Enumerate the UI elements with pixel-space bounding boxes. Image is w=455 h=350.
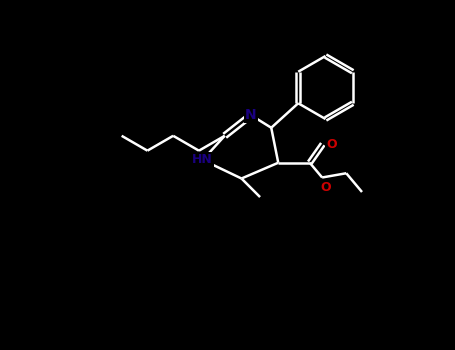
- Text: HN: HN: [192, 153, 213, 167]
- Text: N: N: [245, 108, 257, 122]
- Text: O: O: [326, 138, 337, 150]
- Text: O: O: [320, 181, 331, 194]
